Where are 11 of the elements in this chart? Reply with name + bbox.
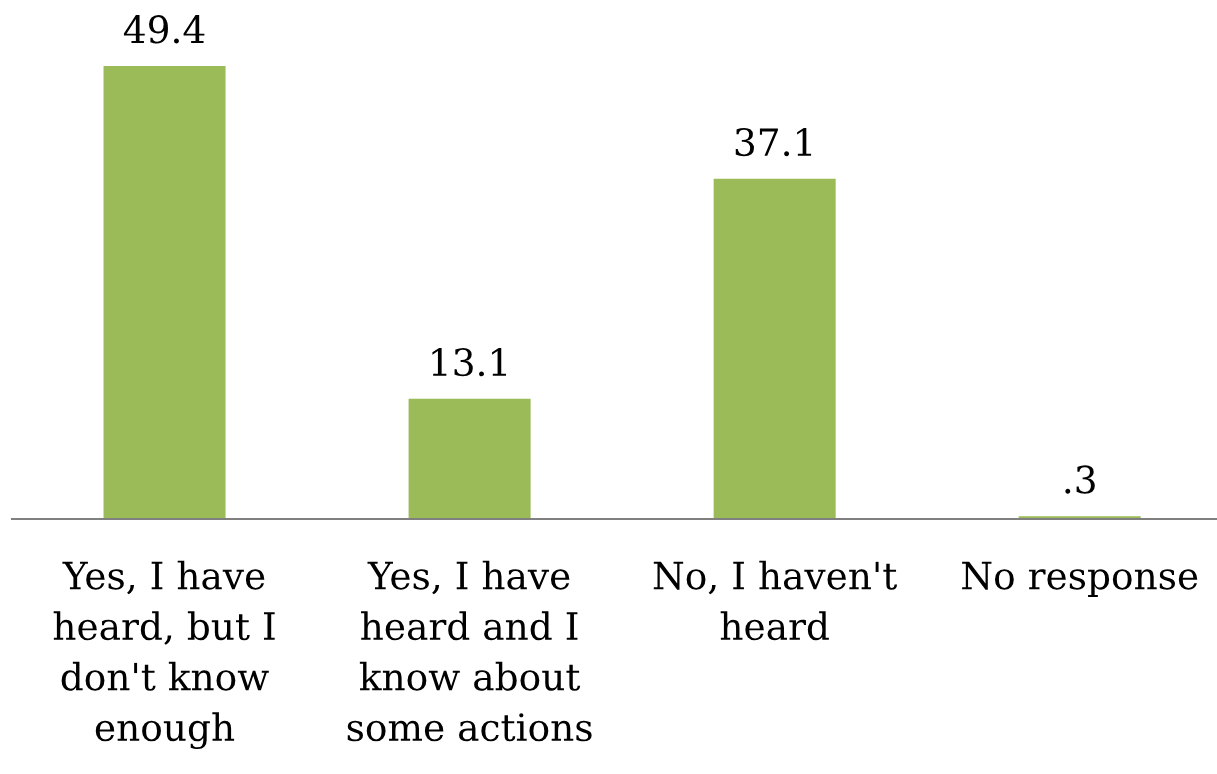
x-tick-label: No, I haven't heard bbox=[653, 560, 898, 641]
x-tick-label: Yes, I have heard, but I don't know enough bbox=[53, 560, 275, 750]
bar bbox=[713, 178, 836, 519]
x-tick-label: No response bbox=[962, 561, 1198, 597]
bar bbox=[103, 66, 226, 519]
data-label: .3 bbox=[1065, 465, 1095, 494]
data-label: 37.1 bbox=[735, 127, 812, 157]
x-tick-label: Yes, I have heard and I know about some actions bbox=[347, 560, 592, 742]
bar bbox=[408, 398, 531, 519]
data-label: 13.1 bbox=[432, 347, 507, 377]
data-label: 49.4 bbox=[123, 15, 205, 44]
